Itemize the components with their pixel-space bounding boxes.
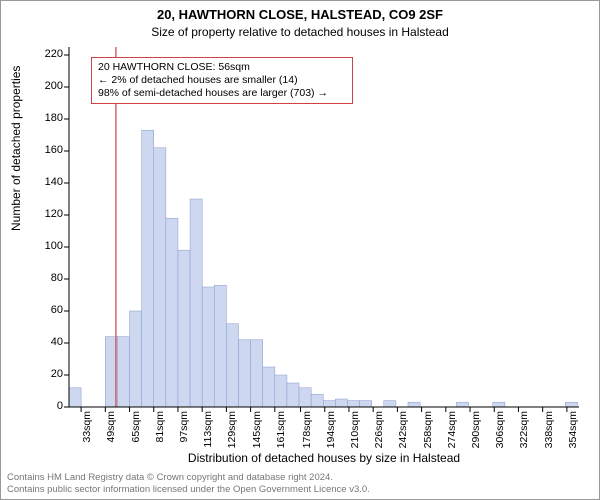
y-tick-label: 80 bbox=[35, 272, 63, 284]
annotation-box: 20 HAWTHORN CLOSE: 56sqm ← 2% of detache… bbox=[91, 57, 353, 104]
histogram-bar bbox=[323, 401, 335, 407]
histogram-bar bbox=[287, 383, 299, 407]
histogram-bar bbox=[493, 402, 505, 407]
y-tick-label: 60 bbox=[35, 304, 63, 316]
x-tick-label: 194sqm bbox=[325, 411, 337, 451]
x-tick-label: 81sqm bbox=[154, 411, 166, 451]
histogram-bar bbox=[166, 218, 178, 407]
histogram-bar bbox=[275, 375, 287, 407]
x-tick-label: 145sqm bbox=[251, 411, 263, 451]
x-tick-label: 49sqm bbox=[105, 411, 117, 451]
x-tick-label: 65sqm bbox=[130, 411, 142, 451]
histogram-bar bbox=[251, 340, 263, 407]
y-tick-label: 220 bbox=[35, 48, 63, 60]
histogram-bar bbox=[202, 287, 214, 407]
y-tick-label: 120 bbox=[35, 208, 63, 220]
histogram-bar bbox=[347, 401, 359, 407]
x-tick-label: 226sqm bbox=[373, 411, 385, 451]
histogram-bar bbox=[299, 388, 311, 407]
histogram-bar bbox=[360, 401, 372, 407]
chart-title-sub: Size of property relative to detached ho… bbox=[1, 25, 599, 39]
y-tick-label: 160 bbox=[35, 144, 63, 156]
histogram-bar bbox=[335, 399, 347, 407]
y-tick-label: 0 bbox=[35, 400, 63, 412]
histogram-bar bbox=[154, 148, 166, 407]
histogram-bar bbox=[117, 337, 129, 407]
histogram-bar bbox=[130, 311, 142, 407]
annotation-line2: ← 2% of detached houses are smaller (14) bbox=[98, 74, 346, 87]
y-tick-label: 180 bbox=[35, 112, 63, 124]
x-tick-label: 258sqm bbox=[422, 411, 434, 451]
histogram-bar bbox=[226, 324, 238, 407]
x-tick-label: 97sqm bbox=[178, 411, 190, 451]
footer-line2: Contains public sector information licen… bbox=[7, 484, 370, 495]
x-tick-label: 242sqm bbox=[397, 411, 409, 451]
x-tick-label: 306sqm bbox=[494, 411, 506, 451]
y-tick-label: 100 bbox=[35, 240, 63, 252]
histogram-bar bbox=[238, 340, 250, 407]
x-tick-label: 129sqm bbox=[226, 411, 238, 451]
x-tick-label: 290sqm bbox=[470, 411, 482, 451]
y-tick-label: 40 bbox=[35, 336, 63, 348]
histogram-bar bbox=[263, 367, 275, 407]
chart-title-main: 20, HAWTHORN CLOSE, HALSTEAD, CO9 2SF bbox=[1, 7, 599, 22]
x-tick-label: 33sqm bbox=[81, 411, 93, 451]
y-tick-label: 200 bbox=[35, 80, 63, 92]
x-tick-label: 354sqm bbox=[567, 411, 579, 451]
histogram-bar bbox=[408, 402, 420, 407]
histogram-bar bbox=[69, 388, 81, 407]
histogram-bar bbox=[190, 199, 202, 407]
histogram-bar bbox=[214, 285, 226, 407]
x-axis-label: Distribution of detached houses by size … bbox=[69, 451, 579, 465]
y-tick-label: 140 bbox=[35, 176, 63, 188]
footer-attribution: Contains HM Land Registry data © Crown c… bbox=[7, 472, 370, 495]
histogram-bar bbox=[142, 130, 154, 407]
annotation-line1: 20 HAWTHORN CLOSE: 56sqm bbox=[98, 61, 346, 74]
footer-line1: Contains HM Land Registry data © Crown c… bbox=[7, 472, 370, 483]
x-tick-label: 338sqm bbox=[543, 411, 555, 451]
x-tick-label: 322sqm bbox=[518, 411, 530, 451]
x-tick-label: 113sqm bbox=[202, 411, 214, 451]
histogram-bar bbox=[384, 401, 396, 407]
chart-container: 20, HAWTHORN CLOSE, HALSTEAD, CO9 2SF Si… bbox=[0, 0, 600, 500]
x-tick-label: 161sqm bbox=[275, 411, 287, 451]
y-axis-label: Number of detached properties bbox=[9, 66, 23, 231]
histogram-bar bbox=[178, 250, 190, 407]
x-tick-label: 274sqm bbox=[446, 411, 458, 451]
histogram-bar bbox=[456, 402, 468, 407]
histogram-bar bbox=[565, 402, 577, 407]
x-tick-label: 210sqm bbox=[349, 411, 361, 451]
y-tick-label: 20 bbox=[35, 368, 63, 380]
annotation-line3: 98% of semi-detached houses are larger (… bbox=[98, 87, 346, 100]
histogram-bar bbox=[311, 394, 323, 407]
x-tick-label: 178sqm bbox=[301, 411, 313, 451]
